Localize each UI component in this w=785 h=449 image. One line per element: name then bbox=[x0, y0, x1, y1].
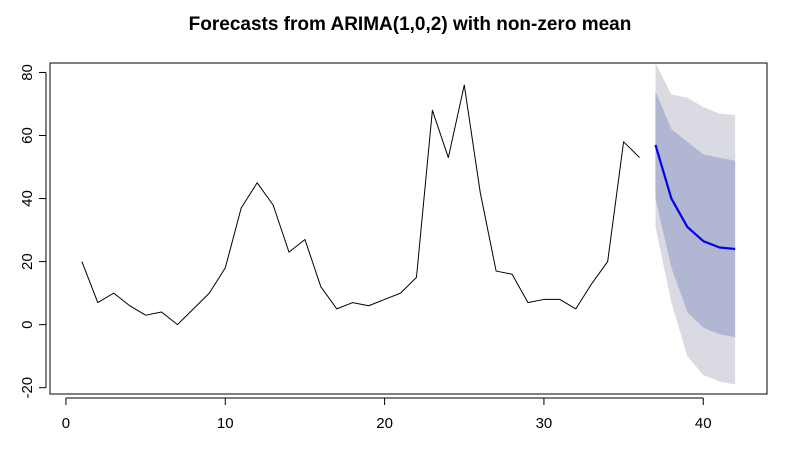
forecast-line bbox=[654, 144, 736, 251]
x-tick-label: 0 bbox=[62, 415, 70, 432]
chart-title: Forecasts from ARIMA(1,0,2) with non-zer… bbox=[189, 14, 632, 35]
x-tick-label: 20 bbox=[376, 415, 393, 432]
x-axis: 0 10 20 30 40 bbox=[62, 397, 712, 432]
y-tick-label: 0 bbox=[19, 320, 36, 328]
y-tick-label: 60 bbox=[19, 127, 36, 144]
y-tick-label: 20 bbox=[19, 253, 36, 270]
series-lines bbox=[81, 84, 736, 326]
y-axis: -20 0 20 40 60 80 bbox=[19, 64, 47, 399]
interval-band-80 bbox=[655, 91, 736, 338]
x-tick-label: 40 bbox=[695, 415, 712, 432]
x-tick-label: 30 bbox=[536, 415, 553, 432]
prediction-interval-bands bbox=[655, 63, 736, 385]
observed-series-line bbox=[81, 84, 640, 326]
plot-frame bbox=[49, 62, 768, 395]
y-tick-label: 80 bbox=[19, 64, 36, 81]
y-tick-label: 40 bbox=[19, 190, 36, 207]
x-tick-label: 10 bbox=[217, 415, 234, 432]
y-tick-label: -20 bbox=[19, 377, 36, 399]
